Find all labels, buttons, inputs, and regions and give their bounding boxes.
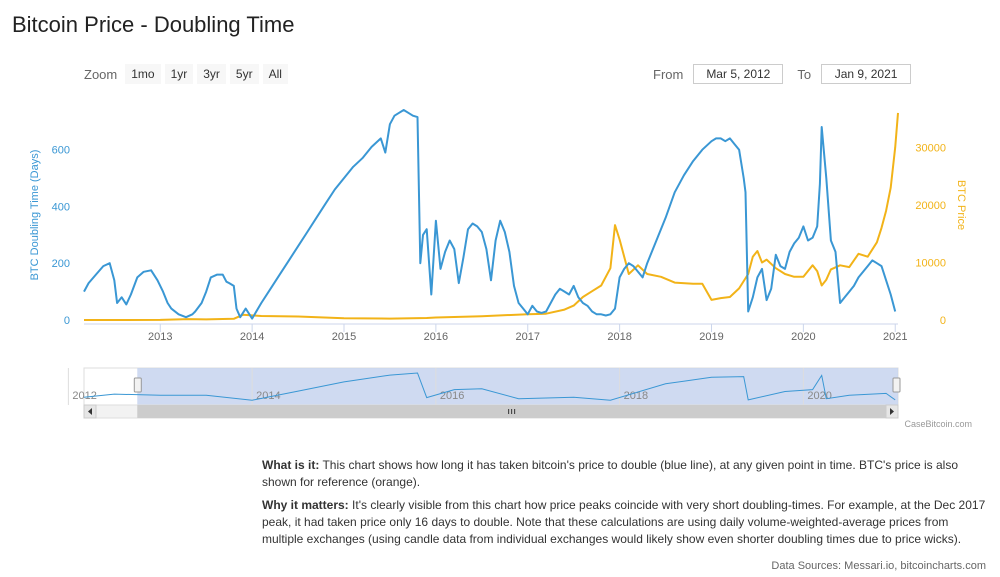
x-tick-label: 2013 xyxy=(148,331,172,343)
zoom-controls: Zoom 1mo 1yr 3yr 5yr All xyxy=(84,64,288,84)
doubling-time-line xyxy=(83,109,897,320)
y-right-tick-label: 20000 xyxy=(915,200,946,212)
zoom-label: Zoom xyxy=(84,66,118,82)
why-paragraph: Why it matters: It's clearly visible fro… xyxy=(262,497,987,548)
navigator-selection xyxy=(137,368,898,405)
page-title: Bitcoin Price - Doubling Time xyxy=(12,12,295,37)
what-text: This chart shows how long it has taken b… xyxy=(262,458,959,489)
x-tick-label: 2021 xyxy=(883,331,907,343)
zoom-1yr-button[interactable]: 1yr xyxy=(164,64,194,84)
what-paragraph: What is it: This chart shows how long it… xyxy=(262,457,987,491)
x-tick-label: 2016 xyxy=(424,331,448,343)
what-title: What is it: xyxy=(262,458,320,472)
y-left-tick-label: 200 xyxy=(52,258,70,270)
x-tick-label: 2014 xyxy=(240,331,264,343)
scroll-right-arrow-icon xyxy=(890,408,894,415)
navigator-series-line xyxy=(83,372,896,401)
x-tick-label: 2017 xyxy=(516,331,540,343)
x-tick-label: 2019 xyxy=(699,331,723,343)
description: What is it: This chart shows how long it… xyxy=(262,457,987,554)
y-right-tick-label: 0 xyxy=(940,315,946,327)
y-right-tick-label: 10000 xyxy=(915,257,946,269)
y-right-tick-label: 30000 xyxy=(915,142,946,154)
navigator-right-handle[interactable] xyxy=(892,377,901,393)
btc-price-line xyxy=(84,112,899,321)
x-tick-label: 2020 xyxy=(791,331,815,343)
y-left-axis-title: BTC Doubling Time (Days) xyxy=(29,150,41,281)
navigator-tick-label: 2012 xyxy=(72,390,96,402)
y-left-tick-label: 0 xyxy=(64,315,70,327)
to-label: To xyxy=(797,66,812,82)
navigator-tick-label: 2016 xyxy=(440,390,464,402)
zoom-1mo-button[interactable]: 1mo xyxy=(125,64,161,84)
from-date-input[interactable]: Mar 5, 2012 xyxy=(693,64,784,84)
date-range: From Mar 5, 2012 To Jan 9, 2021 xyxy=(653,64,912,84)
navigator-tick-label: 2020 xyxy=(807,390,831,402)
x-tick-label: 2018 xyxy=(607,331,631,343)
from-label: From xyxy=(653,66,684,82)
doubling-time-chart: 0 200 400 600 0 10000 20000 30000 BTC Doubling T… xyxy=(29,109,967,419)
chart-credit[interactable]: CaseBitcoin.com xyxy=(904,419,972,429)
why-text: It's clearly visible from this chart how… xyxy=(262,498,986,546)
y-left-tick-label: 400 xyxy=(52,201,70,213)
zoom-3yr-button[interactable]: 3yr xyxy=(197,64,226,84)
why-title: Why it matters: xyxy=(262,498,349,512)
to-date-input[interactable]: Jan 9, 2021 xyxy=(821,64,912,84)
navigator-left-handle[interactable] xyxy=(133,377,142,393)
data-sources: Data Sources: Messari.io, bitcoincharts.… xyxy=(771,560,986,572)
x-tick-label: 2015 xyxy=(332,331,356,343)
y-left-tick-label: 600 xyxy=(52,145,70,157)
y-right-axis-title: BTC Price xyxy=(955,180,967,230)
zoom-all-button[interactable]: All xyxy=(262,64,288,84)
navigator-tick-label: 2018 xyxy=(624,390,648,402)
navigator-tick-label: 2014 xyxy=(256,390,280,402)
scroll-left-arrow-icon xyxy=(88,408,92,415)
zoom-5yr-button[interactable]: 5yr xyxy=(229,64,259,84)
